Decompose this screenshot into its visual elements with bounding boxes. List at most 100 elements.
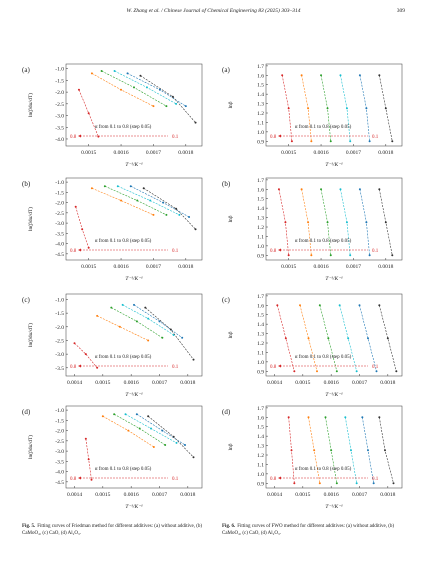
y-tick-label: 1.5 <box>257 197 264 203</box>
arrow-head <box>78 364 81 368</box>
x-tick-label: 0.0015 <box>81 150 96 156</box>
data-point <box>324 416 327 419</box>
data-point <box>171 95 174 98</box>
series-line <box>340 189 351 256</box>
data-point <box>81 228 84 231</box>
series-line <box>97 315 149 341</box>
series-line <box>74 342 98 368</box>
y-tick-label: -2.5 <box>55 102 64 108</box>
data-point <box>329 140 332 143</box>
arrow-start-label: 0.8 <box>70 135 77 140</box>
series-line <box>78 89 99 137</box>
x-tick-label: 0.0018 <box>378 150 393 156</box>
y-tick-label: 1.1 <box>257 462 264 468</box>
series-line <box>147 416 194 458</box>
y-tick-label: -1.0 <box>55 67 64 73</box>
plot-frame <box>65 63 203 147</box>
data-point <box>293 482 296 485</box>
data-point <box>181 336 184 339</box>
y-tick-label: 1.3 <box>257 216 264 222</box>
arrow-start-label: 0.8 <box>270 135 277 140</box>
data-point <box>126 72 129 75</box>
data-point <box>367 449 369 452</box>
data-point <box>194 121 197 124</box>
data-point <box>395 370 398 373</box>
data-point <box>307 337 310 340</box>
x-tick-label: 0.0018 <box>178 264 193 270</box>
arrow-end-label: 0.1 <box>172 249 179 254</box>
y-tick-label: 1.0 <box>257 130 264 136</box>
y-axis-label: lnβ <box>228 331 234 338</box>
plot-frame <box>265 405 403 489</box>
data-point <box>365 107 368 110</box>
series-line <box>75 206 89 248</box>
panel-label: (b) <box>222 180 231 188</box>
data-point <box>313 449 316 452</box>
data-point <box>299 304 301 307</box>
data-point <box>84 437 87 440</box>
chart-panel: (c) ln(βdα/dT) T⁻¹/K⁻¹ -1.0 -1.5 -2.0 -2.5 -3.0… <box>22 293 203 398</box>
arrow-head <box>278 476 281 480</box>
panel-label: (c) <box>22 296 30 304</box>
series-line <box>145 307 194 360</box>
x-tick-label: 0.0016 <box>113 264 128 270</box>
x-tick-label: 0.0014 <box>267 380 282 386</box>
x-tick-label: 0.0015 <box>281 264 296 270</box>
data-point <box>74 205 77 208</box>
data-point <box>284 221 287 224</box>
chart-panel: (d) lnβ T⁻¹/K⁻¹ 0.9 1.0 1.1 1.2 1.3 1.4 1.5 1.6 1.7… <box>222 405 403 510</box>
caption-text: Fitting curves of Friedman method for di… <box>22 524 203 536</box>
y-tick-label: -1.5 <box>55 190 64 196</box>
x-axis-label: T⁻¹/K⁻¹ <box>325 162 343 168</box>
caption-label: Fig. 5. <box>22 524 36 529</box>
data-point <box>121 303 124 306</box>
data-point <box>367 337 369 340</box>
x-axis-label: T⁻¹/K⁻¹ <box>125 504 143 510</box>
data-point <box>169 328 172 331</box>
data-point <box>287 107 290 110</box>
data-point <box>120 88 123 91</box>
data-point <box>378 188 381 191</box>
series-line <box>339 305 357 372</box>
data-point <box>347 337 350 340</box>
y-tick-label: 1.2 <box>257 341 264 347</box>
data-point <box>378 74 381 77</box>
data-point <box>345 221 348 224</box>
y-tick-label: -4.5 <box>55 252 64 258</box>
y-tick-label: 1.0 <box>257 244 264 250</box>
x-axis-label: T⁻¹/K⁻¹ <box>125 392 143 398</box>
arrow-start-label: 0.8 <box>70 365 77 370</box>
arrow-end-label: 0.1 <box>372 477 379 482</box>
data-point <box>335 482 338 485</box>
data-point <box>287 416 290 419</box>
chart-panel: (a) ln(βdα/dT) T⁻¹/K⁻¹ -1.0 -1.5 -2.0 -2.5 -3.0… <box>22 63 203 168</box>
arrow-start-label: 0.8 <box>270 249 277 254</box>
data-point <box>90 187 93 190</box>
data-point <box>172 435 175 438</box>
running-header: W. Zhang et al. / Chinese Journal of Che… <box>126 8 301 14</box>
data-point <box>391 140 394 143</box>
figure-caption: Fig. 6. Fitting curves of FWO method for … <box>222 524 407 537</box>
series-line <box>320 189 332 256</box>
data-point <box>147 317 150 320</box>
y-tick-label: -3.5 <box>55 459 64 465</box>
panel-label: (c) <box>222 296 230 304</box>
series-line <box>319 305 338 372</box>
data-point <box>158 320 161 323</box>
data-point <box>392 482 395 485</box>
series-line <box>301 189 312 256</box>
data-point <box>281 74 284 77</box>
plot-frame <box>65 177 203 261</box>
data-point <box>149 199 152 202</box>
caption-text: Fitting curves of FWO method for differe… <box>222 524 395 536</box>
annotation: α from 0.1 to 0.8 (step 0.05) <box>295 125 352 130</box>
data-point <box>276 304 279 307</box>
series-line <box>299 305 318 372</box>
data-point <box>384 449 386 452</box>
data-point <box>96 366 99 369</box>
data-point <box>300 188 303 191</box>
panel-label: (a) <box>222 66 230 74</box>
x-tick-label: 0.0016 <box>124 492 139 498</box>
y-tick-label: 1.4 <box>257 206 264 212</box>
y-tick-label: -1.5 <box>55 78 64 84</box>
